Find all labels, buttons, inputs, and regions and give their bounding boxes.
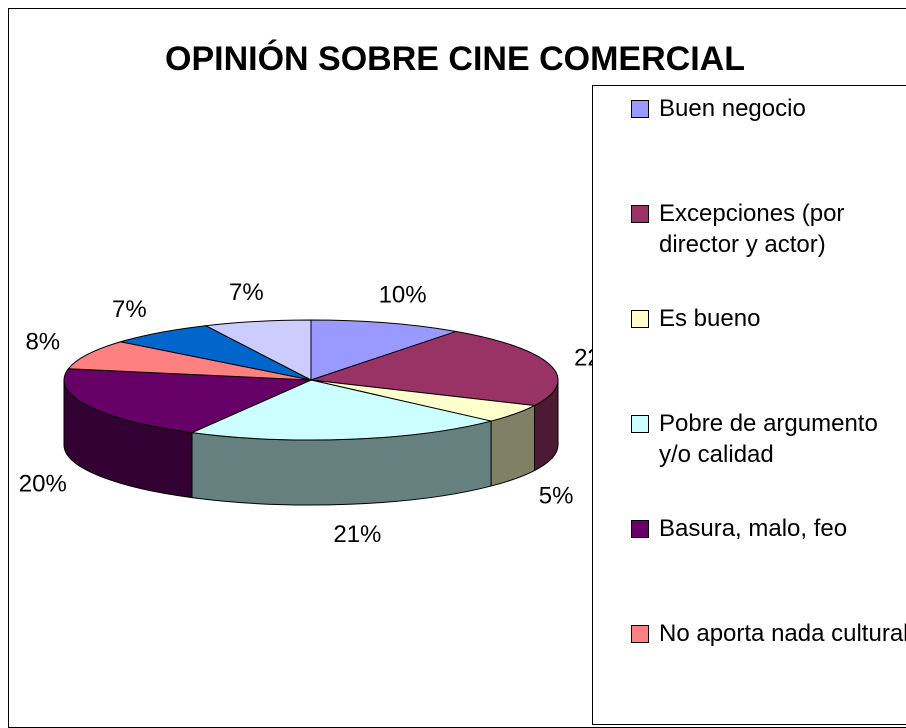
slice <box>310 319 457 381</box>
legend-swatch <box>631 310 649 328</box>
slice <box>204 319 312 381</box>
legend-label: Es bueno <box>659 305 761 332</box>
legend-entry: Basura, malo, feo <box>631 513 906 544</box>
data-label: 7% <box>229 279 264 306</box>
legend-label: Buen negocio <box>659 95 806 122</box>
data-label: 20% <box>19 470 67 497</box>
slice <box>120 325 312 381</box>
slice <box>63 368 312 434</box>
legend-entry: Excepciones (por director y actor) <box>631 198 906 260</box>
legend-label: Excepciones (por director y actor) <box>659 200 845 258</box>
legend-entry: Buen negocio <box>631 93 906 124</box>
legend-label: Pobre de argumento y/o calidad <box>659 410 878 468</box>
legend-swatch <box>631 625 649 643</box>
legend-swatch <box>631 520 649 538</box>
chart-title: OPINIÓN SOBRE CINE COMERCIAL <box>165 40 745 78</box>
legend-label: Basura, malo, feo <box>659 515 848 542</box>
legend-swatch <box>631 100 649 118</box>
chart: OPINIÓN SOBRE CINE COMERCIAL 10%22%5%21%… <box>19 40 745 548</box>
legend-entry: Pobre de argumento y/o calidad <box>631 408 906 470</box>
slice <box>190 379 492 441</box>
legend: Buen negocio Excepciones (por director y … <box>592 85 906 725</box>
data-label: 8% <box>25 329 60 356</box>
data-label: 7% <box>112 296 147 323</box>
slice <box>67 341 312 381</box>
page: OPINIÓN SOBRE CINE COMERCIAL 10%22%5%21%… <box>8 8 906 728</box>
legend-label: No aporta nada cultural <box>659 620 906 647</box>
legend-entry: No aporta nada cultural <box>631 618 906 649</box>
data-label: 5% <box>539 483 574 510</box>
data-label: 21% <box>333 521 381 548</box>
legend-swatch <box>631 205 649 223</box>
legend-entry: Es bueno <box>631 303 906 334</box>
legend-swatch <box>631 415 649 433</box>
data-label: 10% <box>379 281 427 308</box>
